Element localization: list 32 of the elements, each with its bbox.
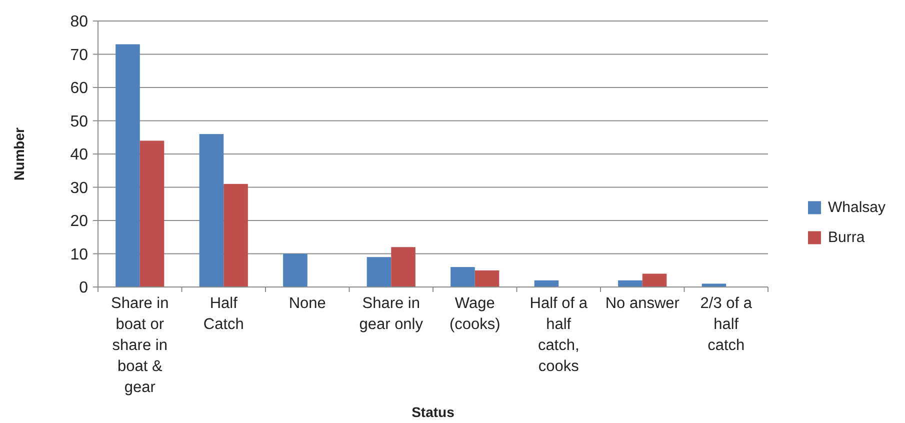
x-tick-label: None — [288, 295, 326, 312]
bar — [474, 270, 500, 287]
bar — [283, 254, 308, 287]
x-tick-label: Share in boat or share in boat & gear — [111, 295, 169, 396]
legend-label: Burra — [828, 229, 866, 246]
y-tick-label: 0 — [79, 280, 88, 297]
x-tick-label: No answer — [605, 295, 680, 312]
bar — [450, 267, 475, 287]
y-tick-label: 70 — [70, 46, 88, 64]
y-tick-label: 10 — [70, 246, 88, 264]
bar — [366, 257, 392, 287]
y-tick-label: 60 — [70, 80, 88, 98]
y-tick-label: 30 — [70, 180, 88, 197]
x-tick-label: Wage (cooks) — [449, 295, 500, 333]
x-tick-label: Share in gear only — [359, 295, 424, 333]
bar — [391, 247, 416, 287]
y-tick-label: 40 — [70, 146, 88, 164]
x-tick-label: Half of a half catch, cooks — [530, 295, 588, 375]
y-tick-label: 50 — [70, 113, 88, 130]
y-tick-label: 20 — [70, 213, 88, 230]
x-tick-label: 2/3 of a half catch — [700, 295, 752, 354]
bar — [140, 140, 164, 287]
bar — [618, 280, 642, 287]
bar — [224, 184, 248, 287]
bar — [642, 274, 667, 287]
x-axis-title: Status — [412, 404, 455, 420]
bar — [116, 44, 140, 287]
x-tick-label: Half Catch — [203, 295, 244, 333]
y-axis-title: Number — [11, 127, 27, 180]
y-tick-label: 80 — [70, 14, 88, 31]
legend-label: Whalsay — [828, 199, 886, 216]
bar — [199, 134, 224, 287]
